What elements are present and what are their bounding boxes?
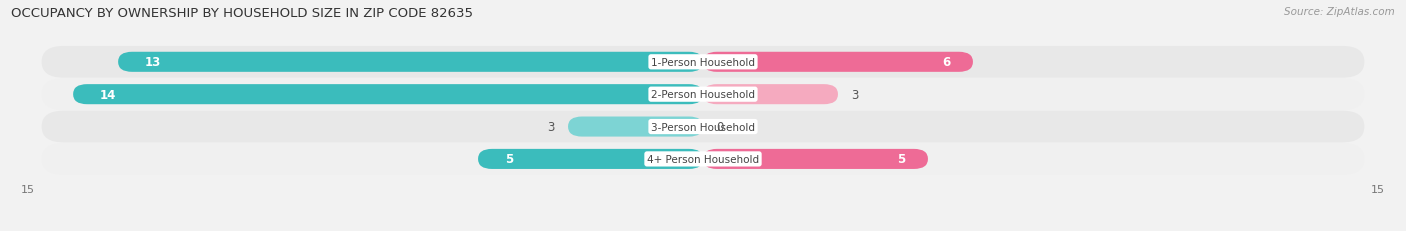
FancyBboxPatch shape (118, 52, 703, 73)
Text: 13: 13 (145, 56, 162, 69)
Text: 5: 5 (897, 153, 905, 166)
FancyBboxPatch shape (568, 117, 703, 137)
FancyBboxPatch shape (703, 149, 928, 169)
FancyBboxPatch shape (703, 52, 973, 73)
Text: 5: 5 (505, 153, 513, 166)
Text: 3: 3 (852, 88, 859, 101)
FancyBboxPatch shape (42, 47, 1364, 78)
Text: 1-Person Household: 1-Person Household (651, 58, 755, 67)
Text: OCCUPANCY BY OWNERSHIP BY HOUSEHOLD SIZE IN ZIP CODE 82635: OCCUPANCY BY OWNERSHIP BY HOUSEHOLD SIZE… (11, 7, 474, 20)
Text: 0: 0 (717, 121, 724, 134)
Text: 4+ Person Household: 4+ Person Household (647, 154, 759, 164)
Text: 3-Person Household: 3-Person Household (651, 122, 755, 132)
FancyBboxPatch shape (478, 149, 703, 169)
FancyBboxPatch shape (42, 143, 1364, 175)
Legend: Owner-occupied, Renter-occupied: Owner-occupied, Renter-occupied (579, 228, 827, 231)
Text: 3: 3 (547, 121, 554, 134)
Text: 2-Person Household: 2-Person Household (651, 90, 755, 100)
Text: 6: 6 (942, 56, 950, 69)
Text: Source: ZipAtlas.com: Source: ZipAtlas.com (1284, 7, 1395, 17)
FancyBboxPatch shape (703, 85, 838, 105)
FancyBboxPatch shape (42, 111, 1364, 143)
Text: 14: 14 (100, 88, 117, 101)
FancyBboxPatch shape (42, 79, 1364, 111)
FancyBboxPatch shape (73, 85, 703, 105)
